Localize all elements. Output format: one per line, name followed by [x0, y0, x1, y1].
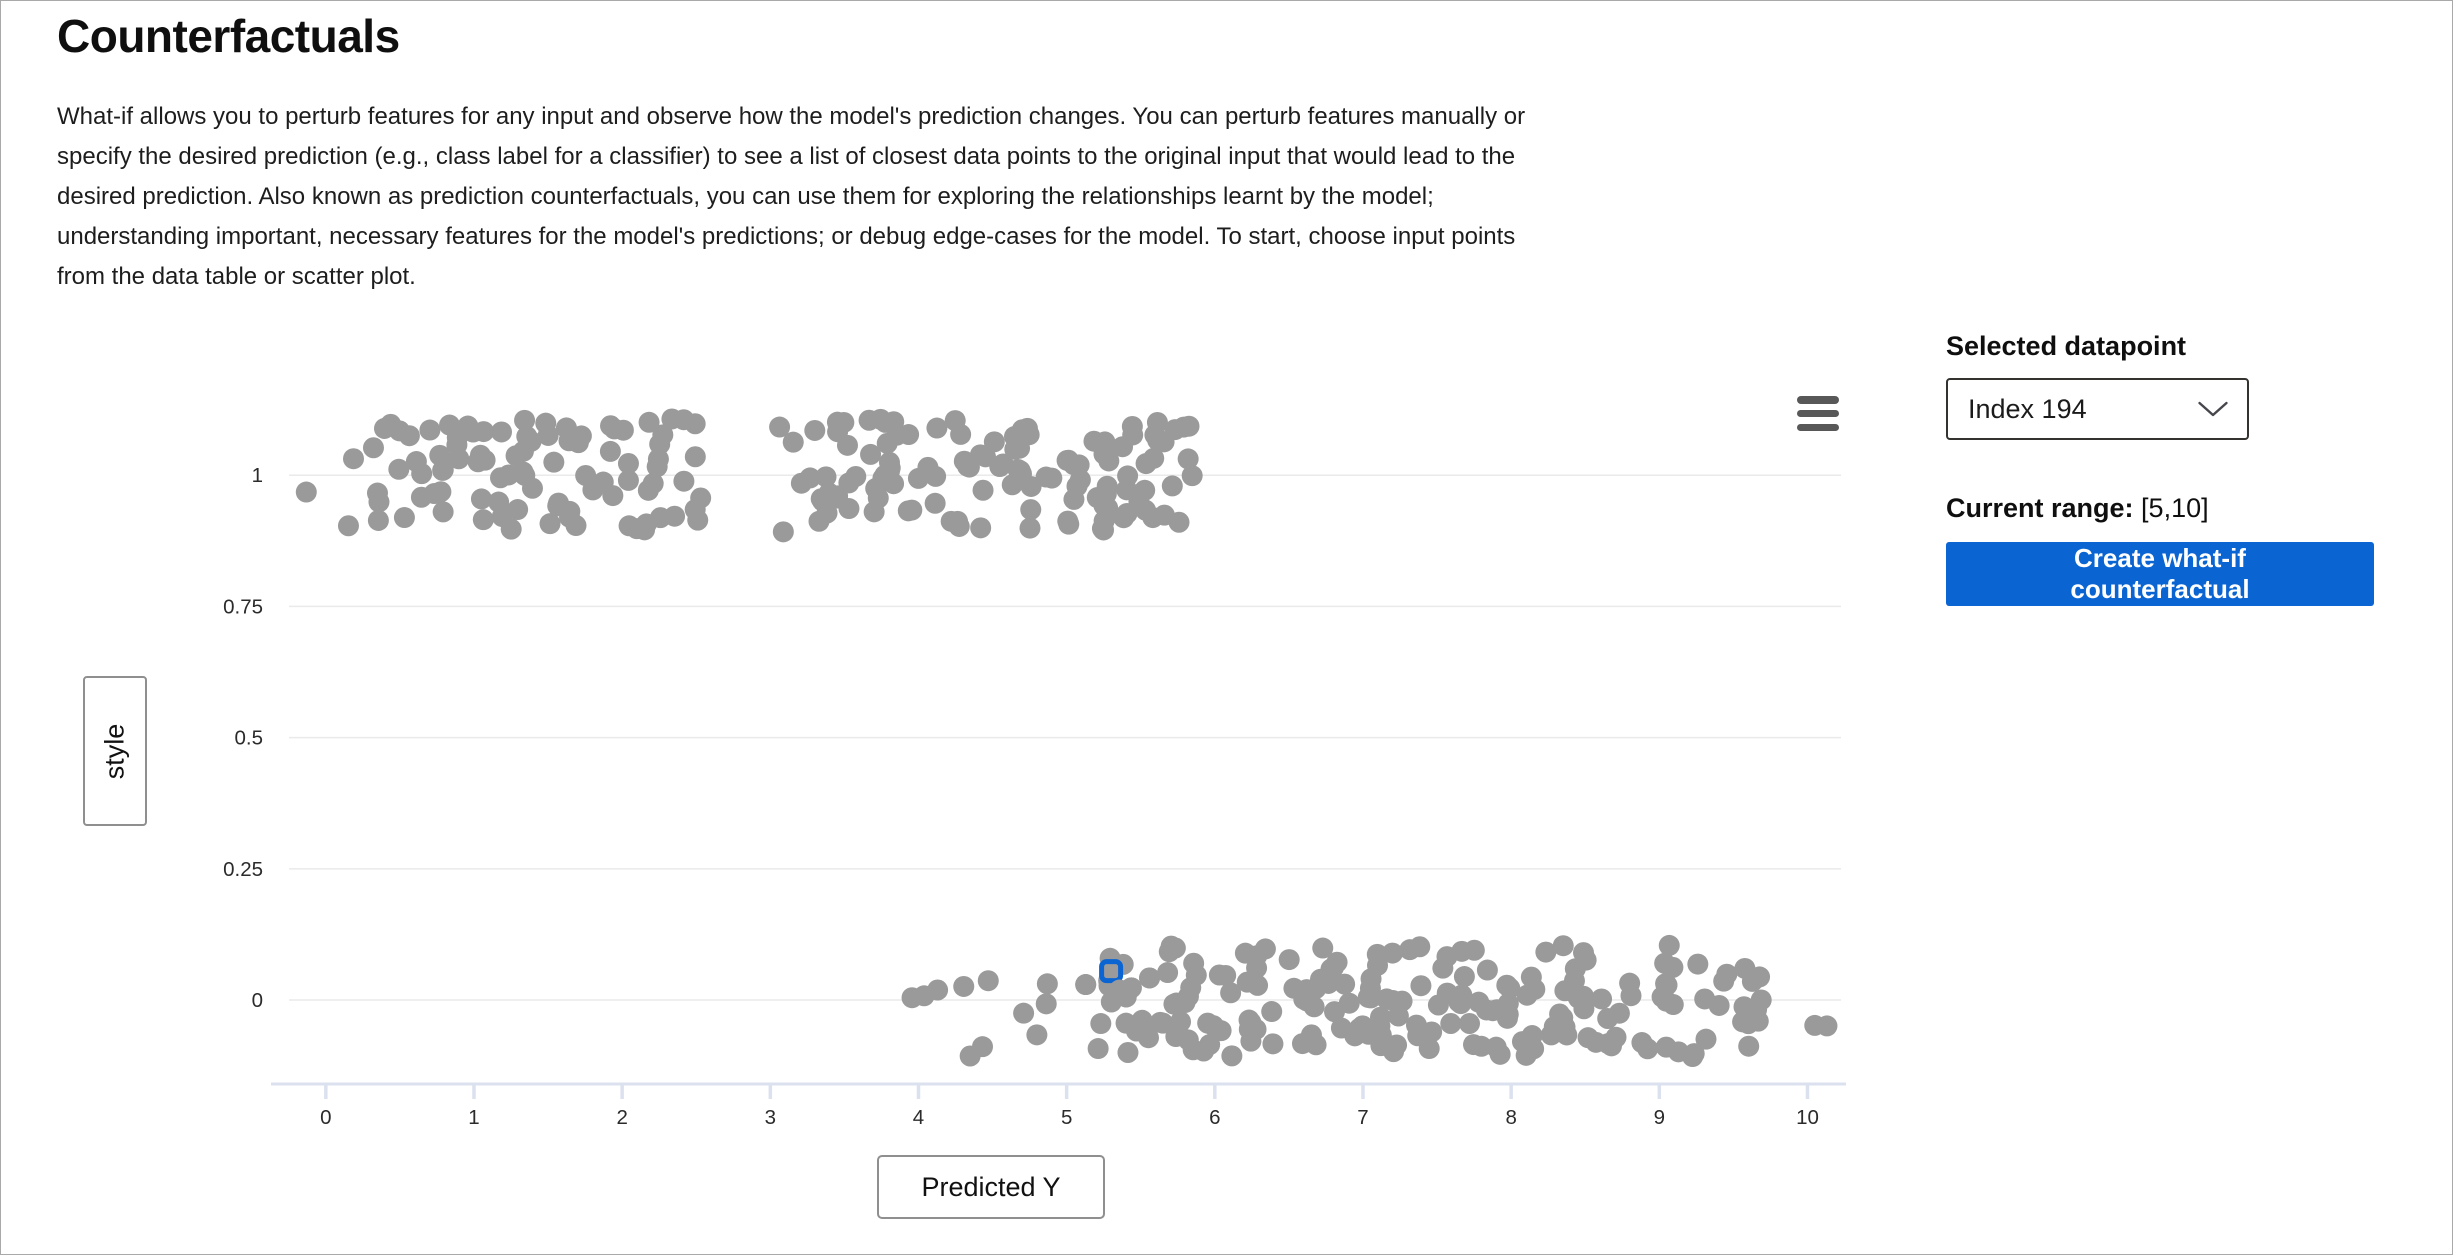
- svg-text:4: 4: [913, 1106, 924, 1129]
- svg-text:7: 7: [1357, 1106, 1368, 1129]
- x-axis-label-button[interactable]: Predicted Y: [877, 1155, 1105, 1219]
- y-axis-label: style: [99, 723, 130, 779]
- svg-text:0: 0: [252, 989, 263, 1012]
- hamburger-icon: [1797, 423, 1839, 431]
- svg-text:0.25: 0.25: [223, 858, 263, 881]
- selected-point-marker[interactable]: [1099, 959, 1124, 984]
- page-description: What-if allows you to perturb features f…: [57, 103, 1526, 290]
- x-axis-label: Predicted Y: [921, 1171, 1061, 1202]
- hamburger-icon: [1797, 409, 1839, 418]
- svg-text:9: 9: [1654, 1106, 1665, 1129]
- y-axis-label-button[interactable]: style: [83, 676, 147, 826]
- chevron-down-icon: [2198, 401, 2228, 416]
- scatter-points[interactable]: [295, 408, 1838, 1068]
- current-range-value: [5,10]: [2141, 493, 2209, 523]
- page-title: Counterfactuals: [57, 10, 400, 62]
- svg-text:2: 2: [616, 1106, 627, 1129]
- gridlines: [289, 474, 1841, 1001]
- datapoint-dropdown[interactable]: Index 194: [1946, 378, 2249, 440]
- svg-text:1: 1: [468, 1106, 479, 1129]
- x-axis: [271, 1082, 1846, 1099]
- svg-text:0.5: 0.5: [235, 727, 264, 750]
- create-whatif-button-label: Create what-if counterfactual: [2070, 543, 2250, 604]
- selected-datapoint-heading: Selected datapoint: [1946, 331, 2187, 361]
- svg-text:1: 1: [252, 464, 263, 487]
- datapoint-dropdown-value: Index 194: [1968, 393, 2087, 424]
- svg-text:3: 3: [765, 1106, 776, 1129]
- current-range: Current range: [5,10]: [1946, 493, 2209, 524]
- svg-text:10: 10: [1796, 1106, 1819, 1129]
- x-axis-tick-labels: 0 1 2 3 4 5 6 7 8 9 10: [320, 1106, 1819, 1129]
- svg-text:0.75: 0.75: [223, 595, 263, 618]
- svg-text:6: 6: [1209, 1106, 1220, 1129]
- svg-text:5: 5: [1061, 1106, 1072, 1129]
- hamburger-icon: [1797, 396, 1839, 404]
- marker-overlapping-points: [1075, 967, 1161, 1013]
- svg-text:8: 8: [1505, 1106, 1516, 1129]
- current-range-label: Current range:: [1946, 493, 2134, 523]
- create-whatif-button[interactable]: Create what-if counterfactual: [1946, 542, 2374, 606]
- svg-text:0: 0: [320, 1106, 331, 1129]
- y-axis-tick-labels: 0 0.25 0.5 0.75 1: [223, 464, 263, 1012]
- chart-menu-button[interactable]: [1797, 396, 1839, 431]
